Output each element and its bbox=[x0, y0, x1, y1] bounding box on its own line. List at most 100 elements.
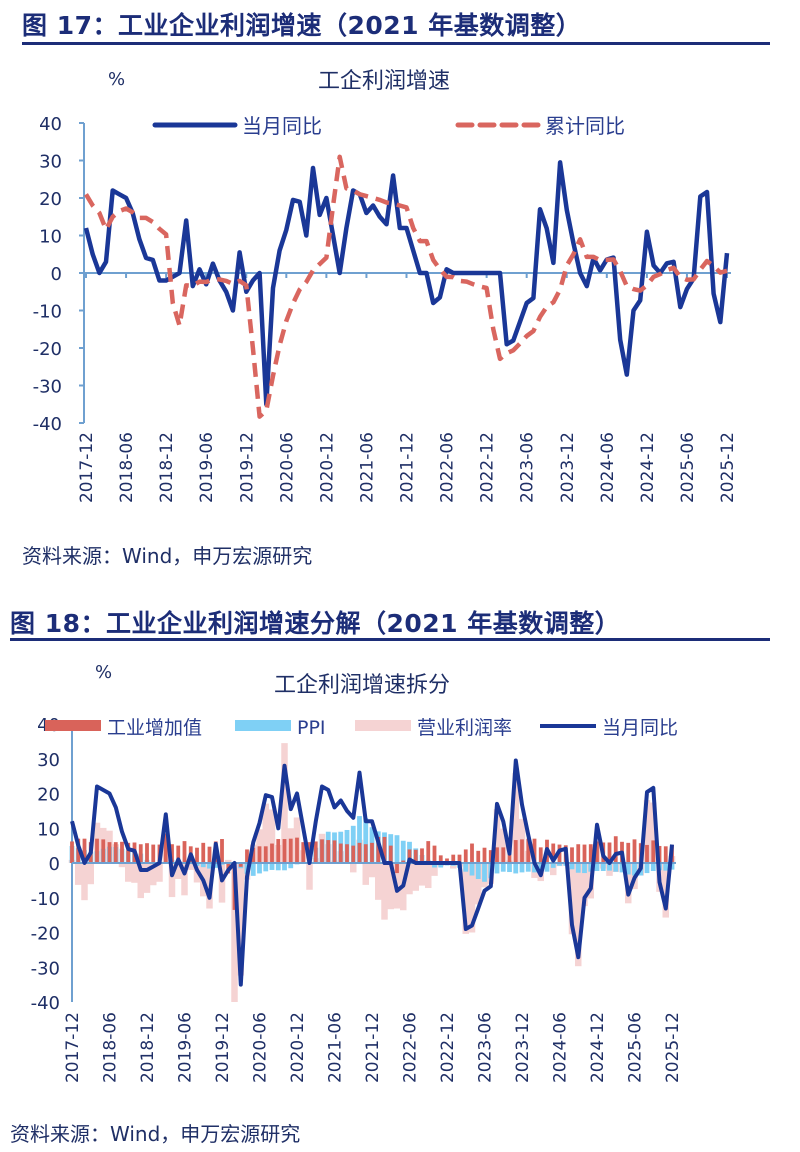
legend-label: 当月同比 bbox=[602, 717, 678, 739]
bar-工业增加值 bbox=[470, 843, 474, 863]
bar-营业利润率 bbox=[125, 863, 132, 882]
x-tick-label: 2024-12 bbox=[588, 1012, 608, 1083]
bar-PPI bbox=[357, 816, 362, 863]
bar-工业增加值 bbox=[107, 842, 112, 863]
bar-工业增加值 bbox=[151, 844, 156, 863]
y-tick-label: -10 bbox=[31, 889, 60, 910]
x-tick-label: 2019-12 bbox=[237, 432, 257, 503]
legend-label: 工业增加值 bbox=[107, 717, 202, 739]
bar-工业增加值 bbox=[95, 838, 99, 863]
bar-营业利润率 bbox=[262, 803, 269, 863]
bar-营业利润率 bbox=[75, 863, 82, 885]
bar-工业增加值 bbox=[345, 844, 349, 863]
x-tick-label: 2020-12 bbox=[288, 1012, 308, 1083]
bar-工业增加值 bbox=[238, 863, 243, 867]
legend-swatch-工业增加值 bbox=[45, 720, 101, 731]
bar-工业增加值 bbox=[595, 841, 599, 863]
bar-PPI bbox=[275, 863, 281, 871]
bar-工业增加值 bbox=[632, 839, 637, 863]
y-tick-label: -20 bbox=[31, 924, 60, 945]
bar-营业利润率 bbox=[575, 863, 582, 967]
bar-营业利润率 bbox=[375, 863, 382, 900]
bar-工业增加值 bbox=[276, 839, 281, 863]
bar-工业增加值 bbox=[120, 841, 124, 863]
bar-工业增加值 bbox=[220, 839, 224, 863]
bar-工业增加值 bbox=[138, 844, 143, 863]
y-tick-label: 0 bbox=[51, 264, 62, 285]
bar-营业利润率 bbox=[500, 828, 507, 863]
bar-工业增加值 bbox=[463, 849, 468, 863]
bar-工业增加值 bbox=[195, 847, 199, 863]
bar-PPI bbox=[363, 818, 369, 863]
bar-营业利润率 bbox=[87, 863, 94, 885]
bar-工业增加值 bbox=[445, 858, 449, 863]
bar-PPI bbox=[350, 825, 356, 863]
x-tick-label: 2018-12 bbox=[138, 1012, 158, 1083]
bar-工业增加值 bbox=[282, 839, 287, 863]
bar-PPI bbox=[619, 863, 625, 873]
bar-工业增加值 bbox=[526, 838, 531, 863]
bar-PPI bbox=[557, 863, 562, 866]
legend-swatch-营业利润率 bbox=[355, 720, 411, 731]
bar-营业利润率 bbox=[512, 772, 519, 863]
y-tick-label: 40 bbox=[39, 114, 62, 135]
bar-营业利润率 bbox=[131, 863, 138, 883]
bar-工业增加值 bbox=[613, 836, 618, 863]
bar-工业增加值 bbox=[163, 833, 168, 863]
legend-label: 当月同比 bbox=[242, 114, 322, 138]
legend-label: PPI bbox=[297, 717, 326, 739]
x-tick-label: 2018-12 bbox=[157, 432, 177, 503]
bar-工业增加值 bbox=[520, 839, 524, 863]
bar-工业增加值 bbox=[413, 849, 418, 863]
bar-营业利润率 bbox=[350, 863, 357, 873]
x-tick-label: 2023-06 bbox=[476, 1012, 496, 1083]
bar-PPI bbox=[669, 863, 675, 870]
y-tick-label: 30 bbox=[37, 750, 60, 771]
bar-营业利润率 bbox=[256, 829, 263, 863]
bar-PPI bbox=[194, 863, 200, 866]
y-tick-label: 20 bbox=[37, 785, 60, 806]
bar-工业增加值 bbox=[170, 844, 174, 863]
x-tick-label: 2025-06 bbox=[626, 1012, 646, 1083]
bar-工业增加值 bbox=[551, 843, 556, 863]
x-tick-label: 2020-06 bbox=[277, 432, 297, 503]
bar-PPI bbox=[544, 863, 550, 872]
bar-PPI bbox=[469, 863, 475, 876]
bar-工业增加值 bbox=[582, 844, 587, 863]
x-tick-label: 2024-06 bbox=[598, 432, 618, 503]
bar-营业利润率 bbox=[81, 863, 88, 901]
bar-PPI bbox=[550, 863, 556, 868]
bar-PPI bbox=[582, 863, 587, 874]
bar-工业增加值 bbox=[376, 836, 381, 863]
line-累计同比 bbox=[84, 154, 728, 419]
bar-营业利润率 bbox=[143, 863, 151, 893]
figure-18-source: 资料来源：Wind，申万宏源研究 bbox=[10, 1122, 301, 1146]
bar-PPI bbox=[500, 863, 506, 872]
bar-PPI bbox=[257, 863, 262, 874]
bar-PPI bbox=[463, 863, 469, 872]
bar-PPI bbox=[632, 863, 637, 876]
bar-PPI bbox=[625, 863, 631, 875]
bar-营业利润率 bbox=[175, 863, 182, 879]
bar-工业增加值 bbox=[438, 855, 443, 863]
bar-工业增加值 bbox=[251, 847, 256, 863]
bar-工业增加值 bbox=[407, 849, 412, 863]
bar-工业增加值 bbox=[645, 844, 649, 863]
bar-工业增加值 bbox=[651, 840, 656, 863]
bar-营业利润率 bbox=[568, 863, 576, 935]
bar-工业增加值 bbox=[270, 843, 274, 863]
bar-PPI bbox=[507, 863, 512, 873]
x-tick-label: 2019-06 bbox=[176, 1012, 196, 1083]
x-tick-label: 2022-06 bbox=[401, 1012, 421, 1083]
x-tick-label: 2025-06 bbox=[678, 432, 698, 503]
bar-PPI bbox=[282, 863, 287, 871]
bar-PPI bbox=[569, 863, 575, 870]
bar-工业增加值 bbox=[245, 849, 249, 863]
x-tick-label: 2025-12 bbox=[718, 432, 738, 503]
bar-工业增加值 bbox=[420, 848, 424, 863]
bar-工业增加值 bbox=[113, 842, 118, 863]
x-tick-label: 2021-12 bbox=[363, 1012, 383, 1083]
bar-工业增加值 bbox=[570, 847, 574, 863]
bar-PPI bbox=[494, 863, 500, 874]
bar-营业利润率 bbox=[387, 863, 394, 910]
